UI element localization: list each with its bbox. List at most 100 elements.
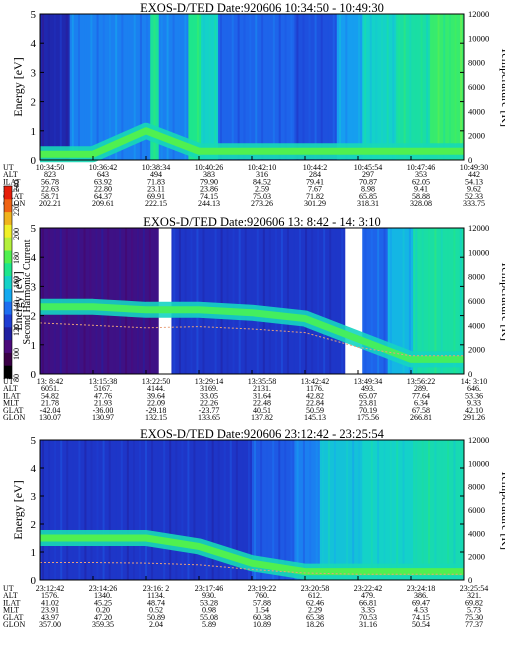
temperature-curve [39,322,464,357]
heatmap-streak [202,228,205,374]
heatmap-streak [272,14,275,160]
heatmap-streak [358,440,361,580]
orbit-cell: 22.26 [200,399,218,408]
y2-tick-label: 8000 [468,272,485,282]
orbit-cell: 1176. [306,384,324,393]
orbit-cell: 930. [202,591,216,600]
orbit-row-label: ILAT [3,391,20,400]
heatmap-streak [132,440,135,580]
orbit-row-label: ALT [3,384,18,393]
heatmap-streak [364,228,367,374]
heatmap-streak [96,14,99,160]
orbit-cell: 74.15 [200,192,218,201]
orbit-cell: 4144. [147,384,165,393]
orbit-cell: 132.15 [145,413,167,422]
orbit-cell: 244.13 [198,199,220,208]
orbit-cell: 50.59 [306,406,324,415]
orbit-cell: 23.91 [41,606,59,615]
heatmap-streak [272,440,275,580]
heatmap-streak [437,14,440,160]
heatmap-streak [345,14,348,160]
orbit-cell: 273.26 [251,199,273,208]
orbit-cell: 31.16 [359,620,377,629]
heatmap-streak [440,228,443,374]
colorbar-frame [3,185,13,379]
orbit-cell: 2.04 [149,620,163,629]
orbit-cell: 10:34:50 [36,163,64,172]
orbit-cell: 321. [467,591,481,600]
colorbar-swatch [4,275,12,289]
heatmap-streak [443,14,446,160]
y-tick-label: 1 [31,340,37,352]
heatmap-streak [59,14,62,160]
heatmap-streak [278,14,281,160]
heatmap-streak [243,14,246,160]
y2-tick-label: 4000 [468,320,485,330]
heatmap-streak [249,14,252,160]
heatmap-streak [157,440,160,580]
colorbar-swatch [4,288,12,302]
heatmap-streak [190,228,193,374]
orbit-cell: 22.80 [94,185,112,194]
y2-tick-label: 2000 [468,345,485,355]
heatmap-streak [66,440,69,580]
orbit-cell: 58.88 [412,192,430,201]
panel-title: EXOS-D/TED Date:920606 23:12:42 - 23:25:… [140,427,384,441]
orbit-row-label: GLON [3,199,25,208]
orbit-cell: 58.71 [41,192,59,201]
orbit-cell: 0.52 [149,606,163,615]
heatmap-streak [193,440,196,580]
orbit-cell: 63.92 [94,177,112,186]
y2-tick-label: 4000 [468,106,485,116]
heatmap-streak [247,440,250,580]
orbit-cell: 9.33 [467,399,481,408]
heatmap-streak [284,14,287,160]
orbit-cell: 23:20:58 [301,584,329,593]
colorbar-swatch [4,352,12,366]
heatmap-streak [226,228,229,374]
orbit-cell: 202.21 [39,199,61,208]
orbit-cell: 442 [468,170,480,179]
orbit-cell: 137.82 [251,413,273,422]
orbit-cell: 22.84 [306,399,324,408]
heatmap-streak [302,14,305,160]
orbit-cell: 10:40:26 [195,163,223,172]
heatmap-streak [309,440,312,580]
orbit-cell: 65.38 [306,613,324,622]
orbit-cell: 13:49:34 [354,377,382,386]
heatmap-streak [369,14,372,160]
heatmap-streak [447,228,450,374]
heatmap-streak [148,228,151,374]
heatmap-streak [315,440,318,580]
colorbar-tick-label: 200 [12,228,21,240]
heatmap-streak [327,440,330,580]
heatmap-streak [108,14,111,160]
heatmap-streak [421,228,424,374]
y-tick-label: 3 [31,67,37,79]
y2-tick-label: 12000 [468,435,489,445]
heatmap-streak [187,440,190,580]
heatmap-streak [77,14,80,160]
y2-tick-label: 10000 [468,458,489,468]
orbit-cell: 318.31 [357,199,379,208]
orbit-cell: -29.18 [146,406,167,415]
heatmap-band [413,440,465,580]
heatmap-streak [184,14,187,160]
heatmap-streak [352,440,355,580]
y-tick-label: 0 [31,369,37,381]
y2-tick-label: 8000 [468,58,485,68]
heatmap-streak [335,228,338,374]
orbit-row-label: MLT [3,606,19,615]
orbit-cell: 494 [150,170,162,179]
heatmap-streak [154,228,157,374]
orbit-cell: 14: 3:10 [461,377,487,386]
heatmap-streak [145,440,147,580]
heatmap-streak [286,228,289,374]
orbit-cell: 1576. [41,591,59,600]
orbit-cell: 79.90 [200,177,218,186]
orbit-cell: 359.35 [92,620,114,629]
heatmap-band [188,228,346,374]
heatmap-streak [383,228,386,374]
orbit-cell: 6.34 [414,399,428,408]
orbit-cell: 45.25 [94,598,112,607]
